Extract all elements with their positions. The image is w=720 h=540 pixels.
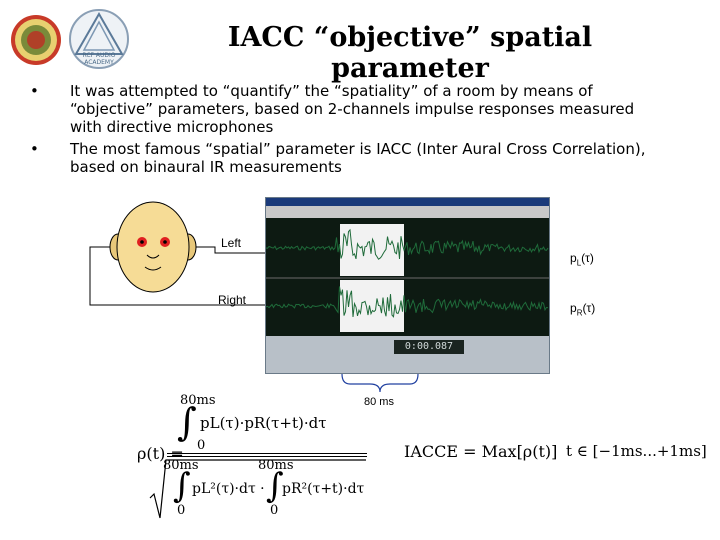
den-integral-1: ∫ <box>173 466 191 506</box>
bullet-list: • It was attempted to “quantify” the “sp… <box>30 82 670 180</box>
time-readout: 0:00.087 <box>394 340 464 354</box>
bullet-item: • The most famous “spatial” parameter is… <box>30 140 670 176</box>
den-integral-2: ∫ <box>266 466 284 506</box>
editor-transport-bar: 0:00.087 <box>266 336 549 373</box>
bullet-text: It was attempted to “quantify” the “spat… <box>70 82 635 136</box>
bullet-item: • It was attempted to “quantify” the “sp… <box>30 82 670 136</box>
num-integral: ∫ <box>177 400 197 444</box>
bullet-marker: • <box>30 140 39 158</box>
logo-text-line2: ACADEMY <box>84 59 114 66</box>
logo-text-line1: RCF AUDIO <box>82 52 116 59</box>
den-lower-limit-2: 0 <box>270 503 279 518</box>
left-channel-label: Left <box>221 236 242 250</box>
bullet-marker: • <box>30 82 39 100</box>
fraction-bar-2 <box>167 456 367 457</box>
den-term-1: pL²(τ)·dτ · <box>192 481 265 497</box>
den-upper-limit-2: 80ms <box>258 458 294 473</box>
numerator: pL(τ)·pR(τ+t)·dτ <box>200 414 327 432</box>
den-term-2: pR²(τ+t)·dτ <box>282 481 365 497</box>
pr-tau-label: pR(τ) <box>570 301 596 318</box>
pl-tau-label: pL(τ) <box>570 251 594 268</box>
bullet-text: The most famous “spatial” parameter is I… <box>70 140 646 176</box>
editor-toolbar <box>266 206 549 218</box>
time-window-bracket <box>341 373 419 393</box>
t-range: t ∈ [−1ms...+1ms] <box>566 442 707 460</box>
den-upper-limit-1: 80ms <box>163 458 199 473</box>
sqrt-sign <box>149 459 366 519</box>
iacc-formula: IACCE = Max[ρ(t)] <box>404 442 558 461</box>
den-lower-limit-1: 0 <box>177 503 186 518</box>
bracket-label: 80 ms <box>364 396 394 408</box>
waveform-display <box>266 218 549 336</box>
binaural-head-diagram <box>89 201 267 306</box>
editor-titlebar <box>266 198 549 206</box>
num-upper-limit: 80ms <box>180 393 216 408</box>
time-readout-text: 0:00.087 <box>404 341 454 352</box>
university-logo <box>10 14 62 66</box>
num-lower-limit: 0 <box>197 438 206 453</box>
slide-title: IACC “objective” spatial parameter <box>227 22 593 84</box>
rcf-audio-academy-logo: RCF AUDIO ACADEMY <box>68 8 130 70</box>
right-channel-label: Right <box>218 293 247 307</box>
fraction-bar <box>167 453 367 454</box>
audio-editor-window: 0:00.087 <box>265 197 550 374</box>
rho-label: ρ(t) = <box>137 444 184 463</box>
